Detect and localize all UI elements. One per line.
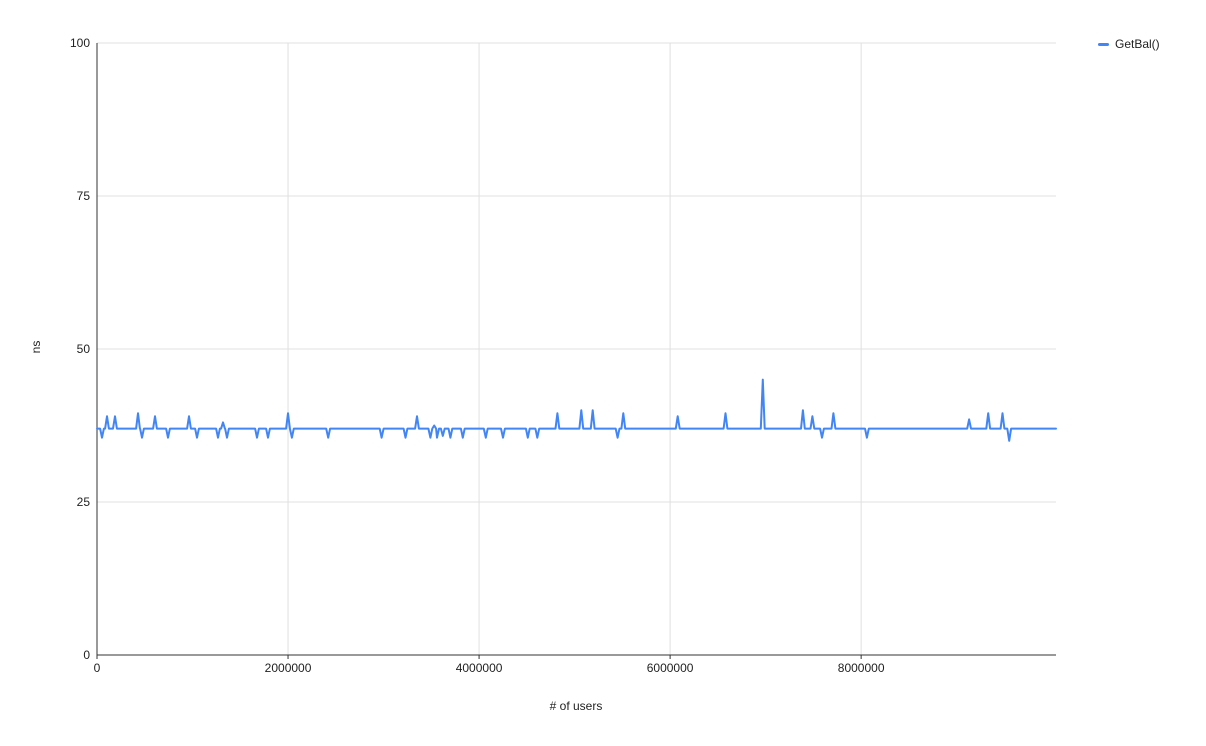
legend: GetBal() <box>1098 37 1160 51</box>
tick-labels: 0 25 50 75 100 0 2000000 4000000 6000000 8000000 <box>70 36 885 675</box>
gridlines <box>97 42 1056 655</box>
series-line-getbal <box>96 378 1057 442</box>
y-tick-label: 75 <box>77 189 91 203</box>
x-tick-label: 8000000 <box>838 661 885 675</box>
axes <box>96 43 1056 659</box>
x-axis-title: # of users <box>550 699 603 713</box>
legend-label: GetBal() <box>1115 37 1160 51</box>
y-tick-label: 0 <box>83 648 90 662</box>
x-tick-label: 4000000 <box>456 661 503 675</box>
x-tick-label: 6000000 <box>647 661 694 675</box>
x-tick-label: 2000000 <box>265 661 312 675</box>
y-tick-label: 100 <box>70 36 90 50</box>
y-tick-label: 50 <box>77 342 91 356</box>
y-axis-title: ns <box>29 341 43 354</box>
y-tick-label: 25 <box>77 495 91 509</box>
x-tick-label: 0 <box>94 661 101 675</box>
legend-swatch-getbal <box>1098 42 1109 46</box>
